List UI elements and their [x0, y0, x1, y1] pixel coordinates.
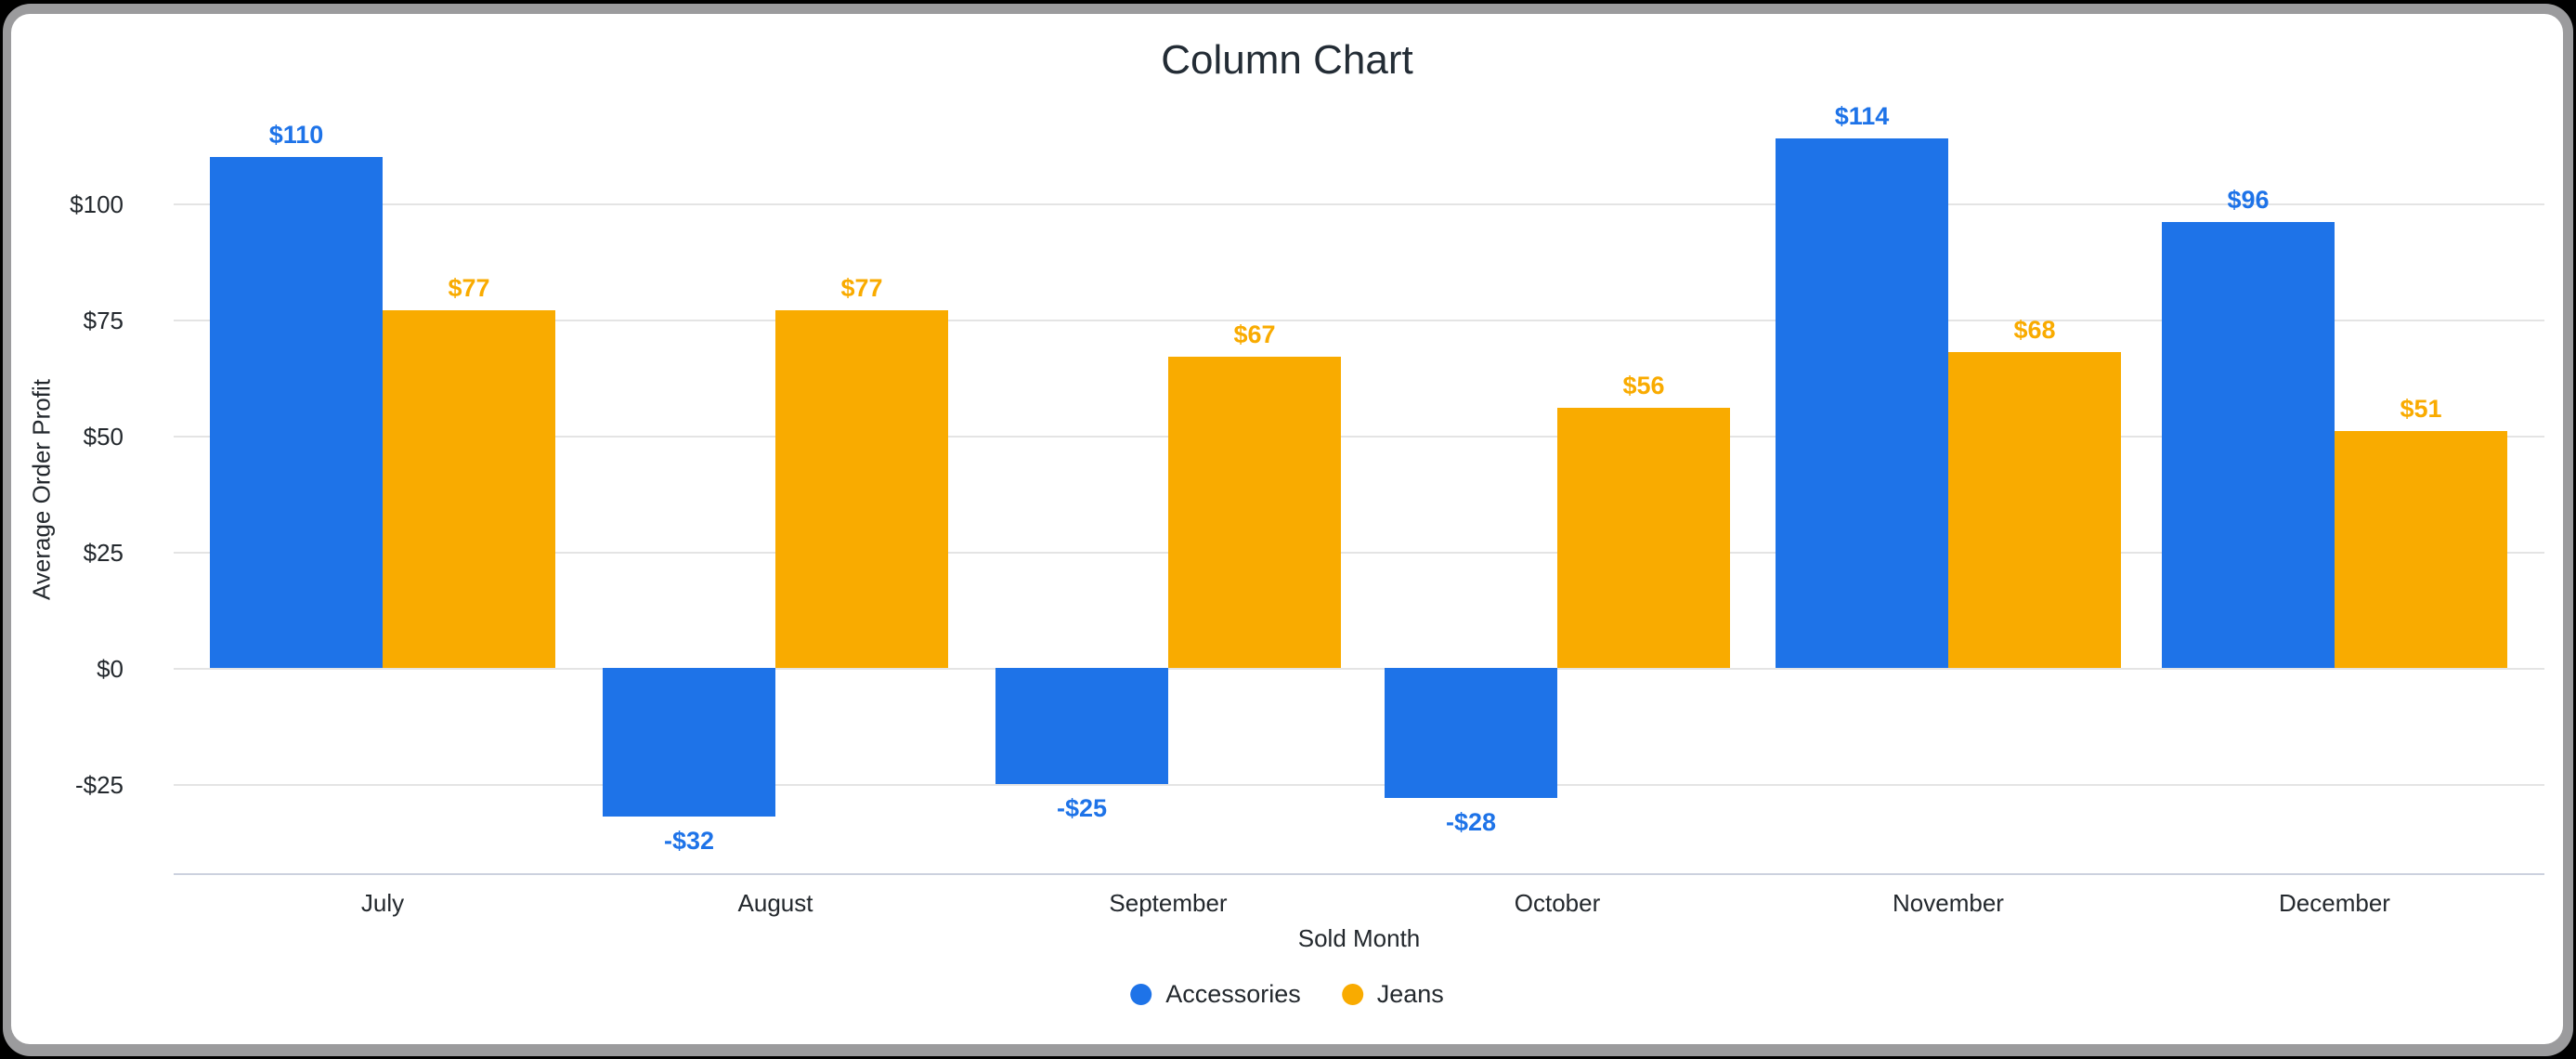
x-tick-december: December [2279, 889, 2390, 917]
y-tick--25: -$25 [74, 771, 124, 799]
bar-jeans-july[interactable] [383, 310, 555, 668]
y-tick-25: $25 [83, 539, 124, 567]
x-tick-august: August [737, 889, 813, 917]
x-axis-line [174, 873, 2544, 875]
chart-canvas: Column Chart Average Order Profit $100 $7… [11, 14, 2563, 1044]
bar-accessories-september[interactable] [995, 668, 1168, 784]
gridline-75 [174, 320, 2544, 321]
x-tick-november: November [1893, 889, 2004, 917]
gridline-100 [174, 203, 2544, 205]
bar-label-accessories-november: $114 [1834, 102, 1890, 130]
legend-label-jeans: Jeans [1376, 980, 1444, 1008]
x-tick-september: September [1109, 889, 1228, 917]
bar-accessories-august[interactable] [603, 668, 775, 817]
legend-dot-accessories [1130, 984, 1152, 1005]
x-tick-july: July [360, 889, 405, 917]
bar-jeans-october[interactable] [1557, 408, 1730, 668]
y-tick-0: $0 [97, 655, 124, 683]
bar-accessories-december[interactable] [2162, 222, 2335, 668]
gridline--25 [174, 784, 2544, 786]
gridline-25 [174, 552, 2544, 554]
y-tick-50: $50 [83, 423, 124, 451]
bar-label-accessories-december: $96 [2227, 186, 2270, 214]
legend-label-accessories: Accessories [1165, 980, 1301, 1008]
legend-dot-jeans [1341, 984, 1363, 1005]
bar-label-accessories-october: -$28 [1445, 808, 1497, 836]
x-axis-title: Sold Month [1297, 924, 1421, 952]
legend: Accessories Jeans [1130, 980, 1444, 1009]
chart-window-frame: Column Chart Average Order Profit $100 $7… [3, 4, 2573, 1056]
y-tick-100: $100 [70, 190, 124, 218]
bar-label-jeans-september: $67 [1233, 320, 1276, 348]
bar-accessories-november[interactable] [1776, 138, 1948, 668]
bar-label-jeans-november: $68 [2013, 316, 2056, 344]
bar-label-accessories-august: -$32 [663, 827, 715, 855]
bar-label-jeans-july: $77 [448, 274, 490, 302]
bar-jeans-september[interactable] [1168, 357, 1341, 668]
bar-label-accessories-july: $110 [268, 121, 324, 149]
bar-label-jeans-august: $77 [840, 274, 883, 302]
bar-label-jeans-december: $51 [2400, 395, 2442, 423]
bar-accessories-july[interactable] [210, 157, 383, 668]
legend-item-jeans[interactable]: Jeans [1341, 980, 1444, 1009]
bar-label-accessories-september: -$25 [1056, 794, 1108, 822]
legend-item-accessories[interactable]: Accessories [1130, 980, 1301, 1009]
x-tick-october: October [1514, 889, 1601, 917]
chart-title: Column Chart [1161, 37, 1413, 83]
bar-jeans-august[interactable] [775, 310, 948, 668]
y-tick-75: $75 [83, 307, 124, 334]
bar-jeans-november[interactable] [1948, 352, 2121, 668]
gridline-50 [174, 436, 2544, 438]
bar-accessories-october[interactable] [1385, 668, 1557, 798]
gridline-0 [174, 668, 2544, 670]
bar-label-jeans-october: $56 [1622, 372, 1665, 399]
bar-jeans-december[interactable] [2335, 431, 2507, 668]
